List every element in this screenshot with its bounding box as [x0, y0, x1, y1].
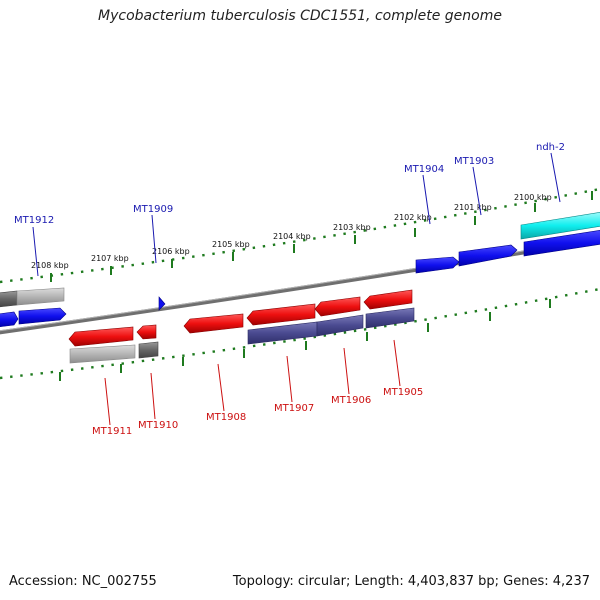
gene-label-mt1909[interactable]: MT1909 — [133, 204, 173, 215]
scale-label: 2100 kbp — [514, 193, 552, 202]
forward-major-ticks — [50, 191, 593, 282]
map-title: Mycobacterium tuberculosis CDC1551, comp… — [98, 8, 502, 24]
reverse-scale-arc — [0, 287, 600, 380]
gene-label-mt1910[interactable]: MT1910 — [138, 420, 178, 431]
gene-arrow[interactable] — [365, 307, 415, 329]
gene-arrow[interactable] — [316, 314, 364, 337]
forward-scale-arc — [0, 187, 600, 284]
gene-arrow[interactable] — [0, 290, 18, 308]
scale-label: 2104 kbp — [273, 232, 311, 241]
gene-arrow[interactable] — [136, 324, 157, 340]
scale-label: 2101 kbp — [454, 203, 492, 212]
gene-arrow[interactable] — [18, 307, 67, 325]
gene-arrow[interactable] — [68, 326, 134, 347]
gene-arrow[interactable] — [69, 344, 136, 364]
scale-label: 2107 kbp — [91, 254, 129, 263]
gene-label-mt1908[interactable]: MT1908 — [206, 412, 246, 423]
reverse-gene-labels: MT1911 MT1910 MT1908 MT1907 MT1906 MT190… — [92, 339, 423, 437]
gene-arrow[interactable] — [363, 289, 413, 310]
gene-arrow[interactable] — [520, 212, 600, 240]
reverse-major-ticks — [59, 299, 551, 381]
scale-label: 2103 kbp — [333, 223, 371, 232]
gene-arrow[interactable] — [16, 287, 65, 306]
gene-arrow[interactable] — [415, 256, 460, 274]
scale-label: 2108 kbp — [31, 261, 69, 270]
forward-gene-labels: MT1912 MT1909 MT1904 MT1903 ndh-2 — [14, 142, 565, 277]
gene-arrow[interactable] — [246, 303, 316, 326]
gene-arrow[interactable] — [314, 296, 361, 317]
gene-arrow[interactable] — [458, 244, 518, 267]
gene-arrow[interactable] — [183, 313, 244, 334]
gene-label-mt1903[interactable]: MT1903 — [454, 156, 494, 167]
scale-label: 2106 kbp — [152, 247, 190, 256]
gene-arrow[interactable] — [247, 321, 318, 345]
genome-backbone — [0, 237, 600, 335]
scale-label: 2105 kbp — [212, 240, 250, 249]
gene-arrow[interactable] — [158, 296, 166, 311]
forward-gene-track — [0, 212, 600, 328]
accession-text: Accession: NC_002755 — [9, 574, 157, 589]
gene-arrow[interactable] — [523, 230, 600, 257]
gene-label-mt1911[interactable]: MT1911 — [92, 426, 132, 437]
gene-arrow[interactable] — [138, 341, 159, 359]
gene-label-mt1906[interactable]: MT1906 — [331, 395, 371, 406]
gene-label-mt1912[interactable]: MT1912 — [14, 215, 54, 226]
gene-label-mt1904[interactable]: MT1904 — [404, 164, 444, 175]
gene-label-mt1907[interactable]: MT1907 — [274, 403, 314, 414]
gene-arrow[interactable] — [0, 311, 19, 328]
gene-label-ndh-2[interactable]: ndh-2 — [536, 142, 565, 153]
genome-summary-text: Topology: circular; Length: 4,403,837 bp… — [232, 574, 590, 589]
reverse-gene-track — [68, 289, 415, 364]
scale-label: 2102 kbp — [394, 213, 432, 222]
gene-label-mt1905[interactable]: MT1905 — [383, 387, 423, 398]
